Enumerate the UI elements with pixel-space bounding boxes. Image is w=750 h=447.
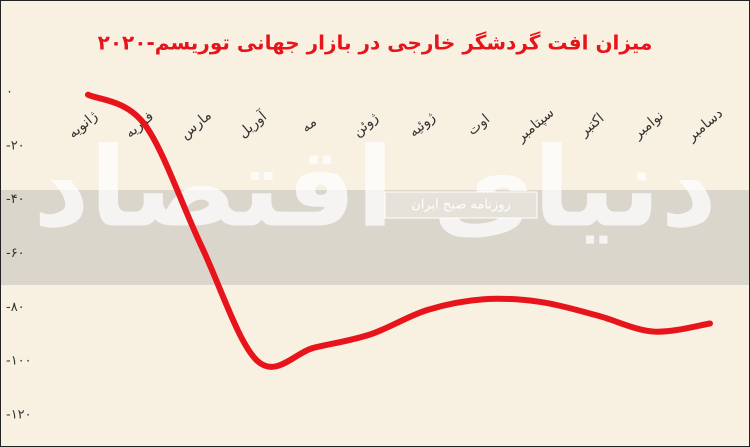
watermark-tag: روزنامه صبح ایران — [411, 198, 511, 213]
y-tick-label: -۸۰ — [6, 300, 25, 315]
watermark: دنیای اقتصاد — [33, 123, 717, 251]
y-tick-label: -۲۰ — [6, 138, 25, 153]
chart-title: میزان افت گردشگر خارجی در بازار جهانی تو… — [98, 31, 653, 55]
band — [1, 190, 749, 285]
y-tick-label: -۴۰ — [6, 192, 25, 207]
y-tick-label: ۰ — [6, 85, 13, 100]
y-tick-label: -۱۰۰ — [6, 354, 32, 369]
watermark-tag-box — [384, 191, 538, 219]
y-tick-label: -۶۰ — [6, 246, 25, 261]
y-tick-label: -۱۲۰ — [6, 408, 32, 423]
line — [85, 91, 713, 370]
